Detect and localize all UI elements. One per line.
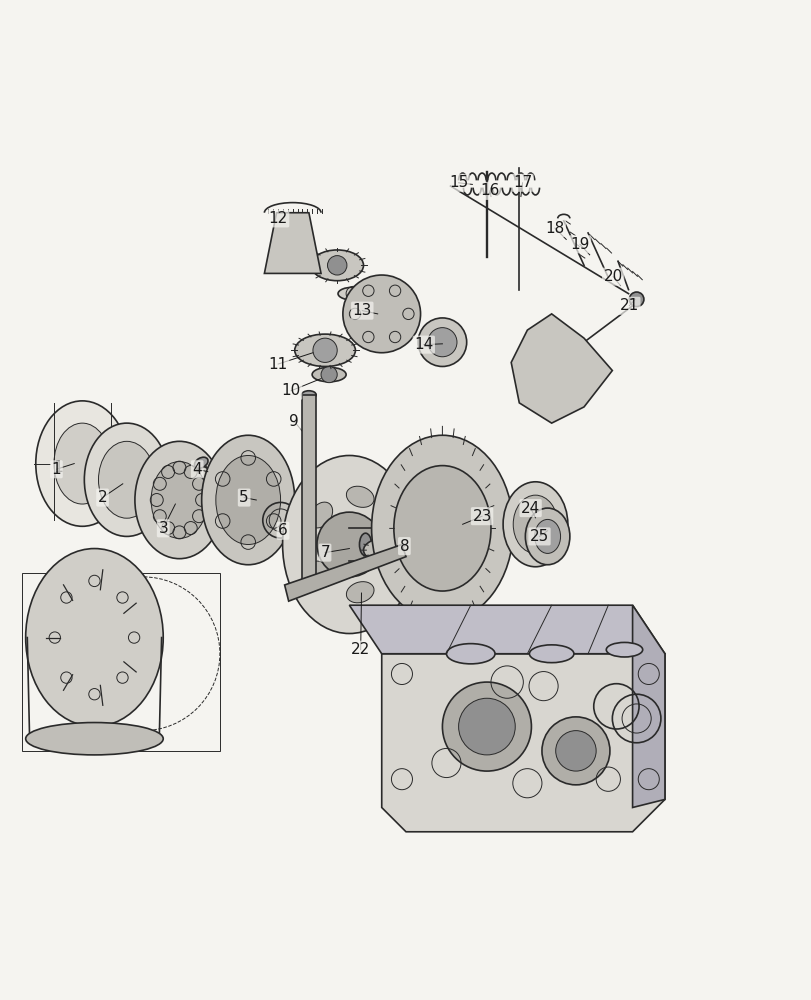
- Text: 15: 15: [448, 175, 468, 190]
- Circle shape: [320, 366, 337, 383]
- Ellipse shape: [371, 435, 513, 621]
- Text: 3: 3: [158, 521, 168, 536]
- Ellipse shape: [346, 582, 374, 603]
- Text: 10: 10: [281, 383, 300, 398]
- Text: 13: 13: [352, 303, 371, 318]
- Ellipse shape: [282, 455, 415, 634]
- Ellipse shape: [84, 423, 169, 536]
- Ellipse shape: [301, 581, 315, 589]
- Ellipse shape: [359, 533, 371, 556]
- Ellipse shape: [216, 455, 281, 545]
- Text: 11: 11: [268, 357, 287, 372]
- Text: 21: 21: [619, 298, 638, 313]
- Text: 16: 16: [480, 183, 500, 198]
- Ellipse shape: [346, 486, 374, 507]
- Ellipse shape: [311, 367, 345, 382]
- Ellipse shape: [446, 644, 495, 664]
- Circle shape: [316, 512, 381, 577]
- Polygon shape: [349, 605, 664, 654]
- Ellipse shape: [529, 645, 573, 663]
- Circle shape: [312, 338, 337, 362]
- Text: 20: 20: [603, 269, 622, 284]
- Polygon shape: [264, 213, 320, 273]
- Circle shape: [418, 318, 466, 366]
- Circle shape: [534, 342, 583, 391]
- Polygon shape: [511, 314, 611, 423]
- Ellipse shape: [503, 482, 567, 567]
- Ellipse shape: [151, 462, 208, 538]
- Ellipse shape: [393, 466, 491, 591]
- Circle shape: [458, 698, 515, 755]
- Ellipse shape: [606, 642, 642, 657]
- Text: 18: 18: [545, 221, 564, 236]
- Circle shape: [342, 275, 420, 353]
- Text: 2: 2: [97, 490, 107, 505]
- Ellipse shape: [201, 435, 294, 565]
- Ellipse shape: [448, 533, 460, 556]
- Polygon shape: [381, 654, 664, 832]
- Text: 12: 12: [268, 211, 287, 226]
- Text: 23: 23: [472, 509, 491, 524]
- Polygon shape: [632, 605, 664, 808]
- Ellipse shape: [309, 561, 333, 587]
- Polygon shape: [285, 545, 406, 601]
- Ellipse shape: [26, 723, 163, 755]
- Text: 4: 4: [192, 462, 202, 477]
- Ellipse shape: [98, 441, 155, 518]
- Ellipse shape: [534, 519, 560, 553]
- Text: 17: 17: [513, 175, 531, 190]
- Circle shape: [555, 731, 595, 771]
- Ellipse shape: [337, 287, 368, 300]
- Text: 22: 22: [350, 642, 370, 657]
- Circle shape: [442, 682, 530, 771]
- Ellipse shape: [54, 423, 110, 504]
- Circle shape: [327, 256, 346, 275]
- Circle shape: [427, 328, 457, 357]
- Ellipse shape: [135, 441, 224, 559]
- Ellipse shape: [309, 502, 333, 528]
- Text: 5: 5: [239, 490, 249, 505]
- Ellipse shape: [311, 250, 363, 281]
- Ellipse shape: [294, 334, 355, 366]
- Text: 25: 25: [530, 529, 548, 544]
- Text: 24: 24: [521, 501, 539, 516]
- Text: 9: 9: [289, 414, 298, 429]
- Polygon shape: [301, 395, 315, 585]
- Text: 19: 19: [569, 237, 589, 252]
- Text: 1: 1: [54, 460, 62, 475]
- Ellipse shape: [363, 538, 407, 562]
- Ellipse shape: [374, 530, 394, 559]
- Ellipse shape: [525, 508, 569, 565]
- Circle shape: [541, 717, 609, 785]
- Text: 1: 1: [52, 462, 61, 477]
- Ellipse shape: [301, 391, 315, 399]
- Text: 6: 6: [278, 523, 288, 538]
- Ellipse shape: [26, 549, 163, 727]
- Text: 8: 8: [399, 539, 409, 554]
- Ellipse shape: [195, 457, 208, 468]
- Text: 14: 14: [414, 337, 433, 352]
- Text: 7: 7: [320, 545, 329, 560]
- Ellipse shape: [513, 495, 557, 553]
- Circle shape: [629, 292, 643, 307]
- Ellipse shape: [36, 401, 129, 526]
